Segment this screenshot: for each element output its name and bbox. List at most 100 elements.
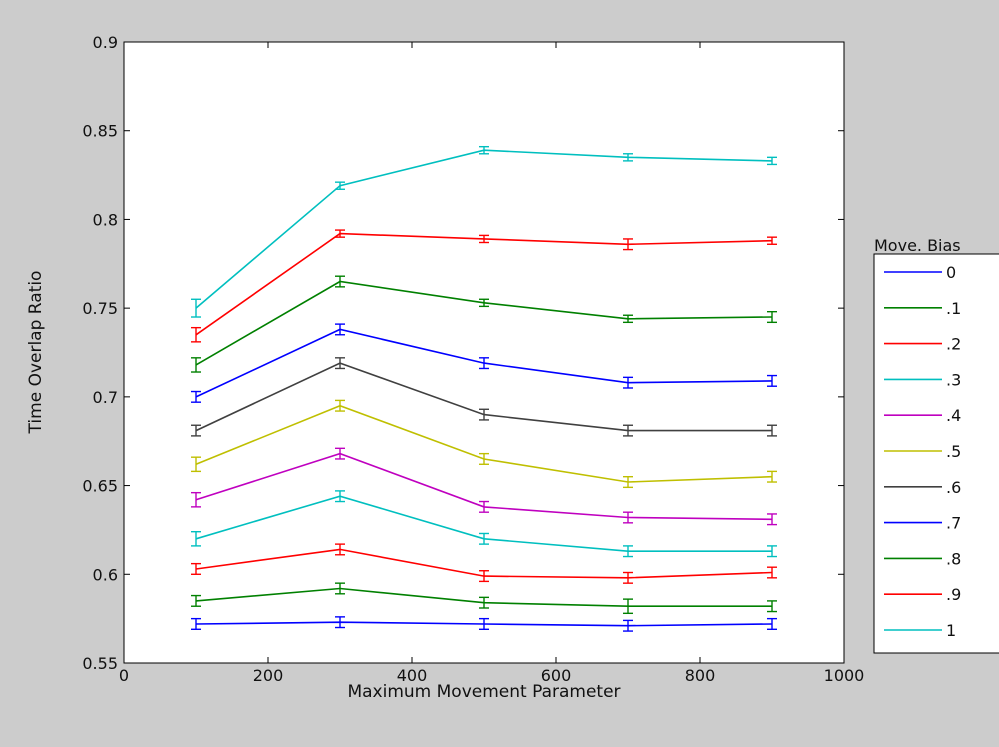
error-bar-9-0 (191, 326, 201, 343)
x-tick-label-2: 400 (397, 666, 428, 685)
legend-item-2: .2 (884, 335, 961, 354)
legend-item-10: 1 (884, 621, 956, 640)
error-bar-3-4 (767, 545, 777, 558)
x-tick-label-4: 800 (685, 666, 716, 685)
series-0 (191, 616, 777, 632)
legend-label-3: .3 (946, 370, 961, 389)
error-bar-8-1 (335, 275, 345, 288)
error-bar-6-0 (191, 424, 201, 437)
error-bar-1-2 (479, 596, 489, 609)
series-5 (191, 399, 777, 489)
legend-item-0: 0 (884, 263, 956, 282)
legend-label-2: .2 (946, 335, 961, 354)
error-bar-10-4 (767, 156, 777, 166)
series-10 (191, 145, 777, 318)
error-bar-0-4 (767, 617, 777, 630)
error-bar-10-3 (623, 153, 633, 162)
y-tick-label-2: 0.65 (82, 477, 118, 496)
y-ticks: 0.55 0.6 0.65 0.7 0.75 0.8 0.85 0.9 (82, 33, 844, 673)
error-bar-2-2 (479, 570, 489, 583)
error-bar-3-3 (623, 545, 633, 558)
legend-title: Move. Bias (874, 236, 961, 255)
error-bar-4-4 (767, 513, 777, 526)
error-bar-1-0 (191, 594, 201, 607)
error-bar-0-0 (191, 617, 201, 630)
legend-item-6: .6 (884, 478, 961, 497)
error-bar-8-3 (623, 314, 633, 324)
x-axis-label: Maximum Movement Parameter (347, 682, 620, 702)
error-bar-9-1 (335, 229, 345, 238)
error-bar-1-1 (335, 582, 345, 595)
error-bar-7-4 (767, 374, 777, 387)
x-tick-label-1: 200 (253, 666, 284, 685)
error-bar-0-3 (623, 619, 633, 632)
error-bar-1-3 (623, 598, 633, 615)
error-bar-9-4 (767, 236, 777, 245)
error-bar-5-0 (191, 456, 201, 473)
y-tick-label-6: 0.85 (82, 122, 118, 141)
series-layer (191, 145, 777, 632)
error-bar-2-4 (767, 566, 777, 579)
plot-border (123, 41, 845, 664)
error-bar-0-2 (479, 617, 489, 630)
error-bar-3-0 (191, 531, 201, 547)
error-bar-5-3 (623, 476, 633, 489)
legend: 0 .1 .2 .3 .4 .5 .6 .7 .8 .9 1 (884, 263, 961, 640)
error-bar-9-3 (623, 238, 633, 251)
error-bar-3-2 (479, 532, 489, 545)
error-bar-4-0 (191, 491, 201, 508)
series-3 (191, 490, 777, 558)
error-bar-9-2 (479, 234, 489, 244)
error-bar-8-2 (479, 298, 489, 308)
error-bar-7-3 (623, 376, 633, 389)
legend-label-6: .6 (946, 478, 961, 497)
x-tick-label-0: 0 (119, 666, 129, 685)
error-bar-2-1 (335, 543, 345, 556)
error-bar-5-4 (767, 470, 777, 483)
error-bar-5-1 (335, 399, 345, 412)
legend-label-4: .4 (946, 406, 961, 425)
legend-label-0: 0 (946, 263, 956, 282)
y-tick-label-7: 0.9 (93, 33, 118, 52)
error-bar-3-1 (335, 490, 345, 503)
error-bar-0-1 (335, 616, 345, 629)
legend-label-7: .7 (946, 514, 961, 533)
series-8 (191, 275, 777, 373)
error-bar-8-4 (767, 310, 777, 324)
x-tick-label-3: 600 (541, 666, 572, 685)
series-2 (191, 543, 777, 584)
error-bar-7-1 (335, 323, 345, 336)
error-bar-2-0 (191, 562, 201, 575)
y-axis-label: Time Overlap Ratio (26, 271, 46, 435)
error-bar-6-3 (623, 424, 633, 437)
legend-label-5: .5 (946, 442, 961, 461)
legend-item-4: .4 (884, 406, 961, 425)
legend-item-3: .3 (884, 370, 961, 389)
legend-label-9: .9 (946, 585, 961, 604)
y-tick-label-4: 0.75 (82, 299, 118, 318)
error-bar-4-3 (623, 511, 633, 524)
series-9 (191, 229, 777, 343)
x-tick-label-5: 1000 (824, 666, 865, 685)
legend-item-5: .5 (884, 442, 961, 461)
error-bar-10-2 (479, 145, 489, 155)
y-tick-label-1: 0.6 (93, 565, 118, 584)
y-tick-label-3: 0.7 (93, 388, 118, 407)
error-bar-6-2 (479, 408, 489, 421)
error-bar-10-1 (335, 181, 345, 190)
y-tick-label-5: 0.8 (93, 210, 118, 229)
y-tick-label-0: 0.55 (82, 654, 118, 673)
legend-item-7: .7 (884, 514, 961, 533)
x-ticks: 0 200 400 600 800 1000 (119, 42, 864, 685)
error-bar-1-4 (767, 600, 777, 613)
error-bar-6-4 (767, 424, 777, 437)
error-bar-8-0 (191, 357, 201, 373)
plot-area (124, 42, 844, 663)
error-bar-7-2 (479, 357, 489, 370)
legend-box (873, 253, 999, 654)
error-bar-4-2 (479, 500, 489, 513)
legend-label-8: .8 (946, 549, 961, 568)
legend-item-8: .8 (884, 549, 961, 568)
legend-item-1: .1 (884, 299, 961, 318)
